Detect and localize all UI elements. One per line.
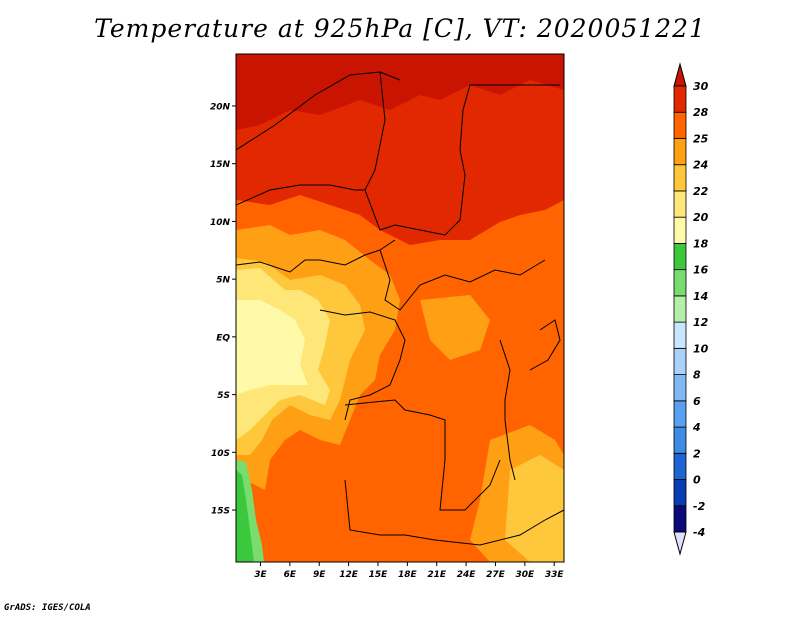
colorbar-level-label: 12	[693, 316, 709, 329]
lat-tick-label: 20N	[210, 102, 231, 112]
colorbar-swatch	[673, 321, 687, 349]
colorbar-swatch	[673, 426, 687, 454]
colorbar-swatch	[673, 295, 687, 323]
lon-tick-label: 18E	[398, 570, 418, 580]
lon-tick-label: 15E	[369, 570, 389, 580]
lon-tick-label: 6E	[284, 570, 297, 580]
colorbar-swatch	[673, 374, 687, 402]
colorbar-swatch	[673, 85, 687, 113]
colorbar-level-label: 0	[693, 474, 701, 487]
colorbar-swatch	[673, 138, 687, 166]
lat-tick-label: 15N	[210, 160, 231, 170]
colorbar-swatch	[673, 452, 687, 480]
colorbar-level-label: 8	[693, 369, 701, 382]
country-borders	[236, 71, 564, 546]
longitude-axis: 3E 6E 9E 12E 15E 18E 21E 24E 27E 30E 33E	[254, 562, 564, 580]
colorbar-swatch	[673, 269, 687, 297]
colorbar-level-label: -2	[693, 500, 706, 513]
grads-credit: GrADS: IGES/COLA	[4, 603, 91, 613]
colorbar-level-label: 6	[693, 395, 701, 408]
map-title: Temperature at 925hPa [C], VT: 202005122…	[94, 14, 706, 43]
colorbar-swatch	[673, 190, 687, 218]
colorbar-swatch	[673, 164, 687, 192]
colorbar-level-label: 18	[693, 237, 709, 250]
map-frame	[235, 53, 565, 563]
colorbar-level-label: 20	[693, 211, 709, 224]
colorbar-top-arrow	[673, 62, 687, 87]
lon-tick-label: 12E	[339, 570, 359, 580]
colorbar-swatch	[673, 111, 687, 139]
colorbar-level-label: 22	[693, 185, 709, 198]
lat-tick-label: 10N	[210, 218, 231, 228]
colorbar-bottom-arrow	[673, 531, 687, 556]
colorbar-level-label: 28	[693, 106, 709, 119]
colorbar-swatch	[673, 347, 687, 375]
colorbar-swatch	[673, 479, 687, 507]
colorbar-level-label: 24	[693, 159, 708, 172]
lon-tick-label: 30E	[515, 570, 535, 580]
lon-tick-label: 24E	[457, 570, 477, 580]
lat-tick-label: 5N	[216, 276, 230, 286]
colorbar-swatch	[673, 400, 687, 428]
colorbar-level-label: 25	[693, 132, 709, 145]
colorbar-level-label: 4	[692, 421, 701, 434]
lon-tick-label: 9E	[313, 570, 326, 580]
colorbar-level-label: -4	[693, 526, 705, 539]
colorbar-level-label: 16	[693, 264, 709, 277]
lon-tick-label: 21E	[427, 570, 447, 580]
lat-tick-label: 5S	[217, 391, 230, 401]
colorbar-level-label: 2	[693, 447, 701, 460]
colorbar-level-label: 14	[693, 290, 708, 303]
lat-tick-label: EQ	[216, 333, 230, 343]
latitude-axis: 20N 15N 10N 5N EQ 5S 10S 15S	[210, 102, 236, 517]
colorbar-swatch	[673, 243, 687, 271]
lon-tick-label: 27E	[486, 570, 506, 580]
colorbar-level-label: 10	[693, 342, 709, 355]
lon-tick-label: 3E	[254, 570, 267, 580]
lon-tick-label: 33E	[545, 570, 565, 580]
lat-tick-label: 10S	[211, 449, 230, 459]
colorbar-level-label: 30	[693, 80, 709, 93]
temperature-field	[236, 54, 564, 562]
colorbar-swatch	[673, 216, 687, 244]
colorbar-swatch	[673, 505, 687, 533]
lat-tick-label: 15S	[211, 507, 230, 517]
